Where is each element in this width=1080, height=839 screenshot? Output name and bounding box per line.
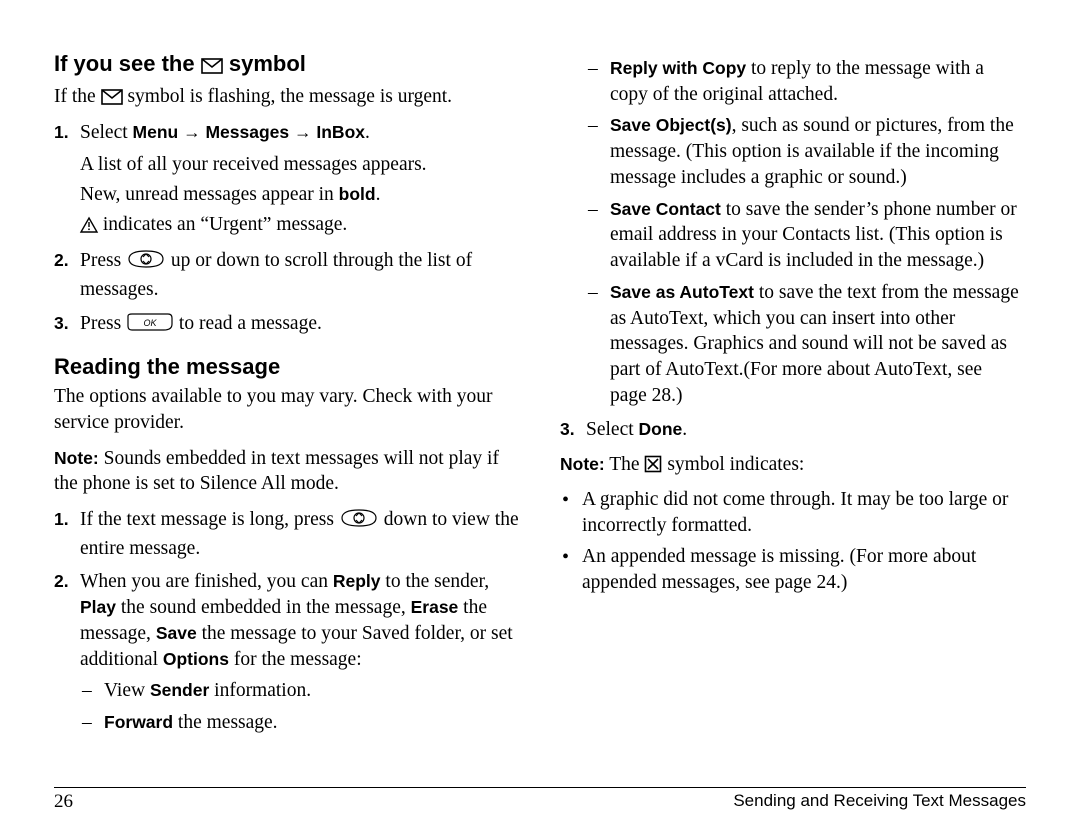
text: . bbox=[365, 122, 370, 143]
svg-text:OK: OK bbox=[144, 318, 158, 328]
dash-item: Forward the message. bbox=[80, 710, 520, 736]
steps-list-2: If the text message is long, press down … bbox=[54, 507, 520, 736]
dash-item: Save as AutoText to save the text from t… bbox=[586, 280, 1026, 409]
text: The bbox=[605, 454, 645, 475]
text: . bbox=[376, 184, 381, 205]
options-label: Options bbox=[163, 649, 229, 669]
dash-item: View Sender information. bbox=[80, 678, 520, 704]
envelope-icon bbox=[201, 53, 223, 82]
note-label: Note: bbox=[54, 448, 99, 468]
bullet-list: A graphic did not come through. It may b… bbox=[560, 487, 1026, 596]
dash-item: Save Contact to save the sender’s phone … bbox=[586, 197, 1026, 274]
text: to read a message. bbox=[179, 313, 322, 334]
left-column: If you see the symbol If the symbol is f… bbox=[54, 50, 520, 770]
text: indicates an “Urgent” message. bbox=[103, 214, 347, 235]
inbox-label: InBox bbox=[316, 122, 365, 142]
steps-list-3: Select Done. bbox=[560, 417, 1026, 443]
reading-intro: The options available to you may vary. C… bbox=[54, 384, 520, 435]
content-columns: If you see the symbol If the symbol is f… bbox=[54, 50, 1026, 770]
reply-copy-label: Reply with Copy bbox=[610, 58, 746, 78]
play-label: Play bbox=[80, 597, 116, 617]
note-1: Note: Sounds embedded in text messages w… bbox=[54, 446, 520, 497]
ok-key-icon: OK bbox=[126, 312, 174, 340]
text: symbol is flashing, the message is urgen… bbox=[127, 86, 452, 107]
save-autotext-label: Save as AutoText bbox=[610, 282, 754, 302]
text: View bbox=[104, 680, 150, 701]
text: Select bbox=[586, 419, 639, 440]
envelope-icon bbox=[101, 87, 123, 113]
text: information. bbox=[209, 680, 311, 701]
right-column: Reply with Copy to reply to the message … bbox=[560, 50, 1026, 770]
text: symbol indicates: bbox=[667, 454, 804, 475]
forward-label: Forward bbox=[104, 712, 173, 732]
text: New, unread messages appear in bbox=[80, 184, 339, 205]
reply-label: Reply bbox=[333, 571, 381, 591]
note-text: Sounds embedded in text messages will no… bbox=[54, 448, 499, 495]
messages-label: Messages bbox=[205, 122, 289, 142]
heading-symbol: If you see the symbol bbox=[54, 50, 520, 82]
step-done: Select Done. bbox=[560, 417, 1026, 443]
dash-item: Reply with Copy to reply to the message … bbox=[586, 56, 1026, 107]
heading-text-a: If you see the bbox=[54, 51, 201, 76]
text: Press bbox=[80, 250, 126, 271]
text: . bbox=[682, 419, 687, 440]
text: When you are finished, you can bbox=[80, 571, 333, 592]
text: the message. bbox=[173, 712, 278, 733]
bullet-item: An appended message is missing. (For mor… bbox=[560, 544, 1026, 595]
text: If the text message is long, press bbox=[80, 509, 339, 530]
step-1-desc: A list of all your received messages app… bbox=[80, 152, 520, 178]
page-footer: 26 Sending and Receiving Text Messages bbox=[54, 787, 1026, 813]
footer-title: Sending and Receiving Text Messages bbox=[733, 791, 1026, 813]
nav-key-icon bbox=[126, 249, 166, 277]
bullet-item: A graphic did not come through. It may b… bbox=[560, 487, 1026, 538]
step-1-new: New, unread messages appear in bold. bbox=[80, 182, 520, 208]
text: Select bbox=[80, 122, 133, 143]
r-step-1: If the text message is long, press down … bbox=[54, 507, 520, 561]
done-label: Done bbox=[639, 419, 683, 439]
heading-text-b: symbol bbox=[229, 51, 306, 76]
save-label: Save bbox=[156, 623, 197, 643]
warning-triangle-icon bbox=[80, 215, 98, 241]
dash-list-left: View Sender information. Forward the mes… bbox=[80, 678, 520, 735]
menu-label: Menu bbox=[133, 122, 179, 142]
step-2: Press up or down to scroll through the l… bbox=[54, 248, 520, 302]
boxed-x-icon bbox=[644, 455, 662, 481]
urgent-para: If the symbol is flashing, the message i… bbox=[54, 84, 520, 113]
step-1-urgent: indicates an “Urgent” message. bbox=[80, 212, 520, 241]
text: If the bbox=[54, 86, 101, 107]
save-objects-label: Save Object(s) bbox=[610, 115, 732, 135]
bold-label: bold bbox=[339, 184, 376, 204]
arrow: → bbox=[289, 122, 316, 142]
erase-label: Erase bbox=[411, 597, 459, 617]
r-step-2: When you are finished, you can Reply to … bbox=[54, 569, 520, 735]
page: If you see the symbol If the symbol is f… bbox=[0, 0, 1080, 839]
arrow: → bbox=[178, 122, 205, 142]
step-1: Select Menu → Messages → InBox. A list o… bbox=[54, 120, 520, 240]
page-number: 26 bbox=[54, 791, 73, 813]
dash-list-right: Reply with Copy to reply to the message … bbox=[560, 56, 1026, 409]
note-label: Note: bbox=[560, 454, 605, 474]
text: the sound embedded in the message, bbox=[116, 597, 411, 618]
sender-label: Sender bbox=[150, 680, 209, 700]
step-3: Press OK to read a message. bbox=[54, 311, 520, 340]
text: to the sender, bbox=[381, 571, 490, 592]
save-contact-label: Save Contact bbox=[610, 199, 721, 219]
heading-reading: Reading the message bbox=[54, 353, 520, 382]
note-2: Note: The symbol indicates: bbox=[560, 452, 1026, 481]
text: for the message: bbox=[229, 649, 362, 670]
dash-item: Save Object(s), such as sound or picture… bbox=[586, 113, 1026, 190]
text: Press bbox=[80, 313, 126, 334]
nav-key-icon bbox=[339, 508, 379, 536]
steps-list-1: Select Menu → Messages → InBox. A list o… bbox=[54, 120, 520, 339]
